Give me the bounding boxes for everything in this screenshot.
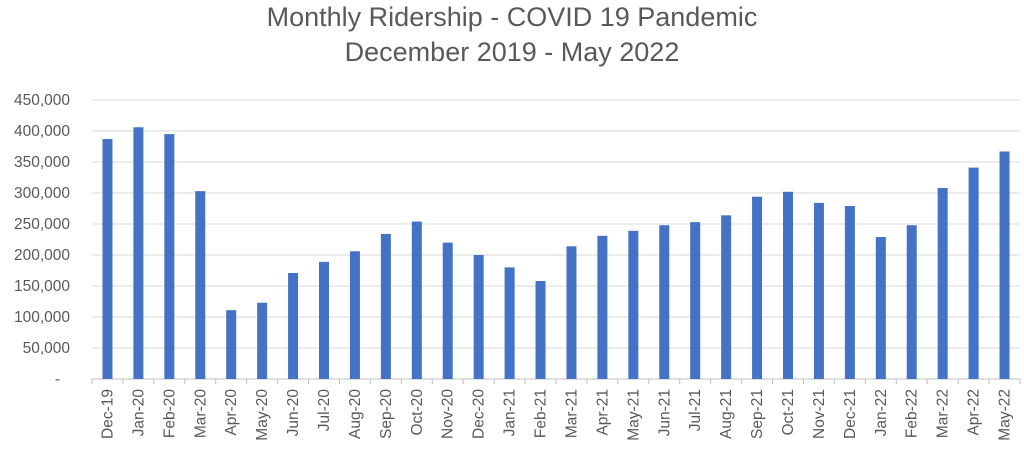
x-tick-label: Jun-20 — [285, 389, 302, 437]
x-tick-label: Mar-20 — [192, 389, 209, 438]
y-tick-label: 250,000 — [14, 216, 70, 233]
x-tick-label: May-22 — [997, 389, 1014, 441]
chart-subtitle: December 2019 - May 2022 — [344, 37, 680, 67]
bar — [288, 272, 299, 379]
x-tick-labels: Dec-19 Jan-20 Feb-20 Mar-20 Apr-20 May-20 Jun-… — [99, 389, 1013, 441]
y-tick-labels: - 50,000 100,000 150,000 200,000 250,000 300,0… — [14, 92, 70, 388]
bar — [442, 242, 453, 379]
x-tick-label: Feb-22 — [904, 389, 921, 438]
x-tick-label: May-21 — [625, 389, 642, 441]
x-tick-label: Apr-21 — [594, 389, 611, 436]
x-tick-label: Jan-21 — [502, 389, 519, 436]
bar — [937, 188, 948, 379]
bar — [411, 221, 422, 379]
bar — [226, 310, 237, 379]
bar — [628, 230, 639, 379]
bar — [999, 151, 1010, 379]
bar — [597, 235, 608, 379]
bar — [690, 222, 701, 379]
x-tick-label: Sep-20 — [378, 389, 395, 439]
y-tick-label: 450,000 — [14, 92, 70, 109]
x-tick-label: Nov-20 — [440, 389, 457, 439]
y-tick-label: 50,000 — [23, 340, 71, 357]
x-axis — [91, 378, 1021, 384]
y-tick-label: 100,000 — [14, 309, 70, 326]
bar — [566, 246, 577, 379]
x-tick-label: Apr-20 — [223, 389, 240, 436]
bar — [968, 167, 979, 379]
x-tick-label: Dec-20 — [471, 389, 488, 439]
y-tick-label: 150,000 — [14, 278, 70, 295]
x-tick-label: Mar-21 — [563, 389, 580, 438]
bar — [752, 196, 763, 379]
x-tick-label: Apr-22 — [966, 389, 983, 436]
bar — [349, 251, 360, 379]
bar — [844, 206, 855, 379]
bar — [504, 267, 515, 379]
x-tick-label: Nov-21 — [811, 389, 828, 439]
bar — [195, 191, 206, 379]
bar — [102, 139, 113, 379]
x-tick-label: Dec-19 — [99, 389, 116, 439]
x-tick-label: Feb-21 — [533, 389, 550, 438]
gridlines — [92, 99, 1020, 349]
x-tick-label: Oct-20 — [409, 389, 426, 436]
bar — [164, 134, 175, 379]
bar — [875, 237, 886, 379]
x-tick-label: Aug-20 — [347, 389, 364, 439]
x-tick-label: Jun-21 — [656, 389, 673, 436]
x-tick-label: Mar-22 — [935, 389, 952, 438]
bars — [102, 127, 1010, 379]
x-tick-label: Sep-21 — [749, 389, 766, 439]
y-tick-label: 350,000 — [14, 154, 70, 171]
x-tick-label: Jan-22 — [873, 389, 890, 436]
x-tick-label: Jan-20 — [130, 389, 147, 437]
x-tick-label: Aug-21 — [718, 389, 735, 439]
bar — [380, 233, 391, 379]
bar — [721, 215, 732, 379]
bar — [906, 225, 917, 379]
x-tick-label: Feb-20 — [161, 389, 178, 438]
y-tick-label: - — [55, 371, 60, 388]
bar — [133, 127, 144, 379]
bar — [659, 225, 670, 379]
x-tick-label: Oct-21 — [780, 389, 797, 436]
x-tick-label: Jul-20 — [316, 389, 333, 432]
y-tick-label: 200,000 — [14, 247, 70, 264]
x-tick-label: May-20 — [254, 389, 271, 441]
bar — [319, 261, 329, 379]
x-tick-label: Dec-21 — [842, 389, 859, 439]
y-tick-label: 300,000 — [14, 185, 70, 202]
bar — [535, 281, 546, 379]
bar — [813, 202, 824, 379]
bar — [257, 302, 268, 379]
bar — [473, 255, 484, 379]
y-tick-label: 400,000 — [14, 123, 70, 140]
bar — [783, 191, 793, 379]
x-tick-label: Jul-21 — [687, 389, 704, 431]
chart-title: Monthly Ridership - COVID 19 Pandemic — [266, 2, 758, 32]
